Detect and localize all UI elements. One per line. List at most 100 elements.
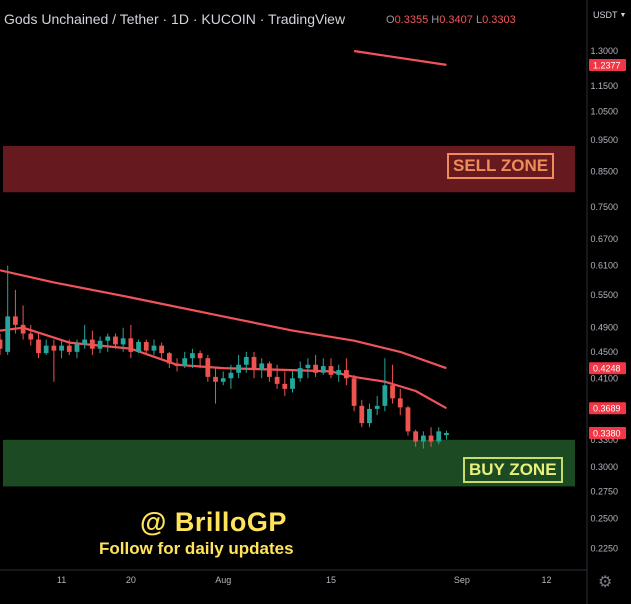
ohlc-readout: O0.3355 H0.3407 L0.3303 [386, 14, 516, 26]
y-tick-label: 0.9500 [590, 135, 618, 145]
y-tick-label: 1.1500 [590, 81, 618, 91]
candle-body [197, 353, 203, 359]
candle-body [151, 345, 157, 351]
price-tag-label: 0.4248 [593, 364, 621, 374]
candle-body [174, 363, 180, 367]
candle-body [66, 345, 72, 352]
candle-body [359, 405, 365, 424]
currency-selector[interactable]: USDT ▼ [593, 10, 626, 20]
price-tag [589, 427, 626, 440]
candle-body [74, 344, 80, 352]
open-key: O [386, 14, 395, 26]
candle-body [336, 370, 342, 375]
candle-body [82, 339, 88, 345]
candle-body [428, 435, 434, 442]
candle-body [236, 364, 242, 373]
low-value: 0.3303 [482, 14, 516, 26]
candle-body [213, 376, 218, 382]
candle-body [51, 345, 57, 351]
candle-body [59, 345, 64, 351]
promo-handle: @ BrilloGP [140, 507, 287, 537]
x-tick-label: 12 [542, 575, 552, 585]
y-tick-label: 0.5500 [590, 290, 618, 300]
buy-zone [3, 439, 575, 487]
y-tick-label: 1.3000 [590, 46, 618, 56]
candle-body [413, 431, 419, 442]
candle-body [0, 339, 3, 349]
low-key: L [475, 14, 483, 26]
y-tick-label: 0.7500 [590, 202, 618, 212]
price-tag-label: 1.2377 [593, 60, 621, 70]
candle-body [105, 336, 111, 341]
y-tick-label: 0.3300 [590, 435, 618, 445]
y-tick-label: 0.8500 [590, 167, 618, 177]
candle-body [305, 364, 311, 369]
candle-body [313, 364, 318, 373]
candle-body [351, 378, 357, 406]
candle-body [374, 405, 380, 409]
candle-body [20, 324, 26, 334]
x-tick-label: 11 [57, 575, 66, 585]
open-value: 0.3355 [394, 14, 429, 26]
candle-body [5, 316, 11, 352]
candle-body [405, 407, 411, 432]
candle-body [343, 370, 349, 379]
candle-body [382, 385, 388, 406]
candle-body [166, 353, 172, 364]
candle-body [367, 408, 372, 424]
candle-body [267, 363, 272, 377]
y-tick-label: 1.0500 [590, 107, 618, 117]
candle-body [259, 363, 265, 371]
price-tag-label: 0.3689 [593, 404, 621, 414]
moving-average-line [0, 269, 447, 370]
chevron-down-icon: ▼ [619, 11, 627, 19]
candle-body [13, 316, 18, 325]
high-key: H [431, 14, 440, 26]
candle-body [243, 356, 249, 365]
candle-body [436, 431, 442, 442]
gear-icon[interactable]: ⚙ [598, 574, 613, 591]
y-tick-label: 0.3000 [590, 462, 618, 472]
candle-body [113, 336, 118, 345]
moving-average-line [0, 326, 447, 410]
candle-body [43, 345, 49, 354]
candle-body [297, 368, 303, 379]
candle-body [290, 378, 295, 389]
y-tick-label: 0.6700 [590, 234, 618, 244]
chart-title: Gods Unchained / Tether · 1D · KUCOIN · … [4, 11, 346, 27]
x-tick-label: 20 [126, 575, 136, 585]
candle-body [182, 358, 188, 367]
candle-body [190, 353, 195, 359]
candle-body [420, 435, 426, 442]
y-tick-label: 0.4900 [590, 323, 618, 333]
candle-body [397, 398, 403, 408]
sell-zone-label: SELL ZONE [447, 153, 555, 179]
moving-average-line [353, 49, 447, 66]
y-tick-label: 0.6100 [590, 261, 618, 271]
candle-body [143, 341, 149, 351]
y-tick-label: 0.2250 [590, 543, 618, 553]
candle-body [390, 385, 395, 399]
candle-body [120, 338, 126, 345]
buy-zone-label: BUY ZONE [463, 457, 563, 483]
candle-body [228, 372, 234, 379]
candle-body [128, 338, 134, 352]
price-tag [589, 58, 626, 71]
x-tick-label: 15 [326, 575, 336, 585]
candle-body [251, 356, 257, 371]
promo-tagline: Follow for daily updates [99, 539, 294, 558]
x-tick-label: Aug [215, 575, 231, 585]
high-value: 0.3407 [439, 14, 473, 26]
candle-body [136, 341, 141, 352]
currency-label: USDT [593, 10, 618, 20]
price-tag [589, 362, 626, 375]
candle-body [220, 378, 226, 382]
candle-body [97, 340, 103, 349]
x-tick-label: Sep [454, 575, 470, 585]
candle-body [205, 358, 211, 377]
y-tick-label: 0.2750 [590, 487, 618, 497]
candle-body [320, 366, 326, 373]
candle-body [89, 339, 95, 349]
y-tick-label: 0.4500 [590, 347, 618, 357]
